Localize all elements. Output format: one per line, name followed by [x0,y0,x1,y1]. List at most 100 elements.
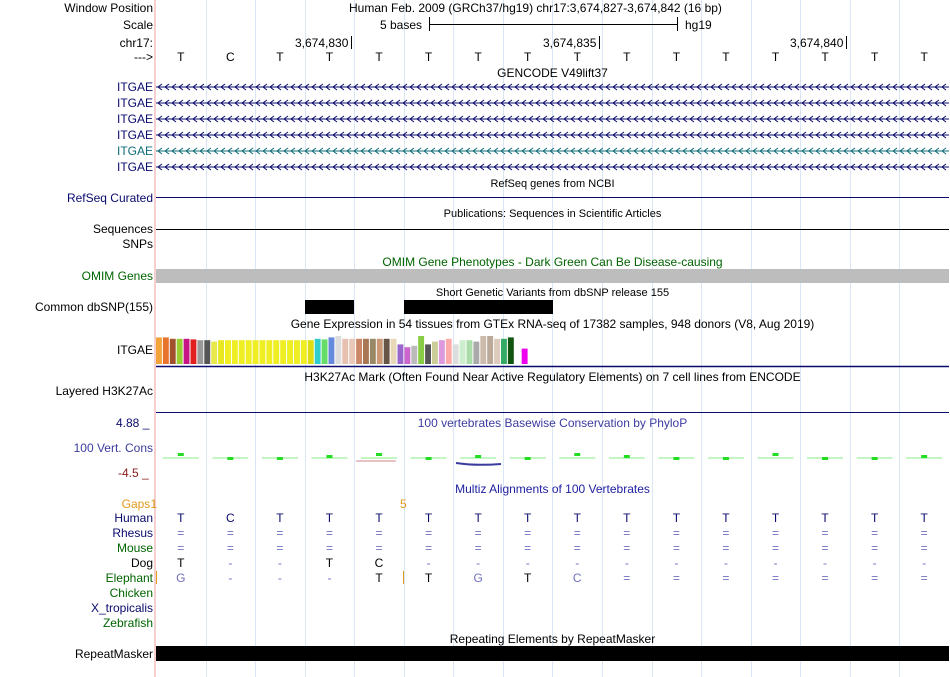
gtex-bar-14 [252,340,259,364]
alignment-base: T [276,511,284,525]
species-human[interactable]: Human [114,511,153,525]
base-15: T [920,50,928,64]
gtex-bar-30 [363,338,369,364]
coord-3: 3,674,840 [790,36,848,50]
gtex-bar-47 [480,336,487,364]
gtex-bar-37 [411,345,418,364]
gtex-label[interactable]: ITGAE [116,343,153,357]
gtex-bar-29 [356,338,362,364]
repeatmasker-bar[interactable] [156,646,949,661]
scale-text: 5 bases [380,18,423,32]
dbsnp-label[interactable]: Common dbSNP(155) [34,300,153,314]
gtex-bar-11 [231,340,238,364]
alignment-base: = [920,541,928,555]
gencode-label-1[interactable]: ITGAE [116,96,153,110]
species-rhesus[interactable]: Rhesus [112,526,153,540]
omim-label[interactable]: OMIM Genes [81,269,153,283]
alignment-base: = [375,541,383,555]
alignment-base: = [722,541,730,555]
alignment-base: = [821,541,829,555]
multiz-title: Multiz Alignments of 100 Vertebrates [455,482,650,496]
alignment-base: T [821,511,829,525]
gtex-bar-18 [280,340,287,364]
gtex-bar-13 [245,340,252,364]
species-chicken[interactable]: Chicken [109,586,153,600]
alignment-base: - [575,556,580,570]
alignment-base: - [277,571,282,585]
gencode-transcript-4[interactable] [156,146,949,156]
gtex-bar-31 [369,338,376,364]
gtex-bar-chart[interactable] [156,331,949,368]
gtex-bar-24 [321,339,328,364]
phylop-negative-dip [455,462,502,466]
dbsnp-variant-1[interactable] [305,300,354,314]
gtex-bar-32 [376,338,383,364]
alignment-base: C [374,556,384,570]
gencode-label-0[interactable]: ITGAE [116,80,153,94]
repeatmasker-label[interactable]: RepeatMasker [74,647,153,661]
gencode-transcript-3[interactable] [156,130,949,140]
gtex-bar-38 [418,336,425,364]
scale-bar [429,17,678,31]
gtex-bar-28 [349,338,356,364]
alignment-base: = [871,526,879,540]
phylop-label[interactable]: 100 Vert. Cons [73,441,153,455]
snps-label[interactable]: SNPs [122,237,153,251]
alignment-base: T [870,511,879,525]
gtex-bar-2 [169,338,176,364]
gencode-transcript-5[interactable] [156,162,949,172]
gtex-bar-51 [507,337,514,364]
gencode-label-3[interactable]: ITGAE [116,128,153,142]
dbsnp-variant-2[interactable] [404,300,553,314]
species-zebrafish[interactable]: Zebrafish [102,616,153,630]
species-dog[interactable]: Dog [130,556,153,570]
alignment-base: = [672,526,680,540]
gtex-bar-9 [218,340,224,364]
gaps-label[interactable]: Gaps1 [121,497,157,511]
gtex-bar-44 [459,340,466,364]
alignment-base: = [821,571,829,585]
species-elephant[interactable]: Elephant [105,571,153,585]
alignment-base: = [623,541,631,555]
alignment-base: = [524,526,532,540]
alignment-base: = [177,541,185,555]
alignment-base: = [722,526,730,540]
alignment-base: - [327,571,332,585]
gtex-bar-16 [266,340,273,364]
gencode-label-5[interactable]: ITGAE [116,160,153,174]
gencode-transcript-2[interactable] [156,114,949,124]
alignment-base: T [722,511,730,525]
h3k27ac-label[interactable]: Layered H3K27Ac [55,384,153,398]
refseq-label[interactable]: RefSeq Curated [66,191,153,205]
phylop-conservation-plot[interactable] [156,445,949,469]
species-x_tropicalis[interactable]: X_tropicalis [90,601,153,615]
alignment-base: - [773,556,778,570]
alignment-base: T [771,511,780,525]
alignment-base: = [276,526,284,540]
alignment-base: = [474,541,482,555]
gencode-transcript-1[interactable] [156,98,949,108]
omim-bar[interactable] [156,269,949,283]
alignment-base: - [228,556,233,570]
gtex-bar-22 [307,340,314,364]
publications-label[interactable]: Sequences [92,222,153,236]
gencode-label-2[interactable]: ITGAE [116,112,153,126]
gtex-bar-25 [328,337,335,364]
alignment-base: = [177,526,185,540]
gencode-transcript-0[interactable] [156,82,949,92]
alignment-base: T [375,511,383,525]
alignment-base: - [426,556,431,570]
phylop-mark-1 [227,457,234,460]
gencode-label-4[interactable]: ITGAE [116,144,153,158]
alignment-base: - [674,556,679,570]
phylop-mark-10 [673,457,680,460]
gtex-bar-39 [425,344,431,364]
gtex-bar-10 [225,340,231,364]
alignment-base: = [524,541,532,555]
species-mouse[interactable]: Mouse [116,541,153,555]
gtex-bar-20 [294,340,300,364]
gtex-bar-40 [432,341,438,364]
window-position-label: Window Position [64,1,153,15]
alignment-base: = [226,526,234,540]
